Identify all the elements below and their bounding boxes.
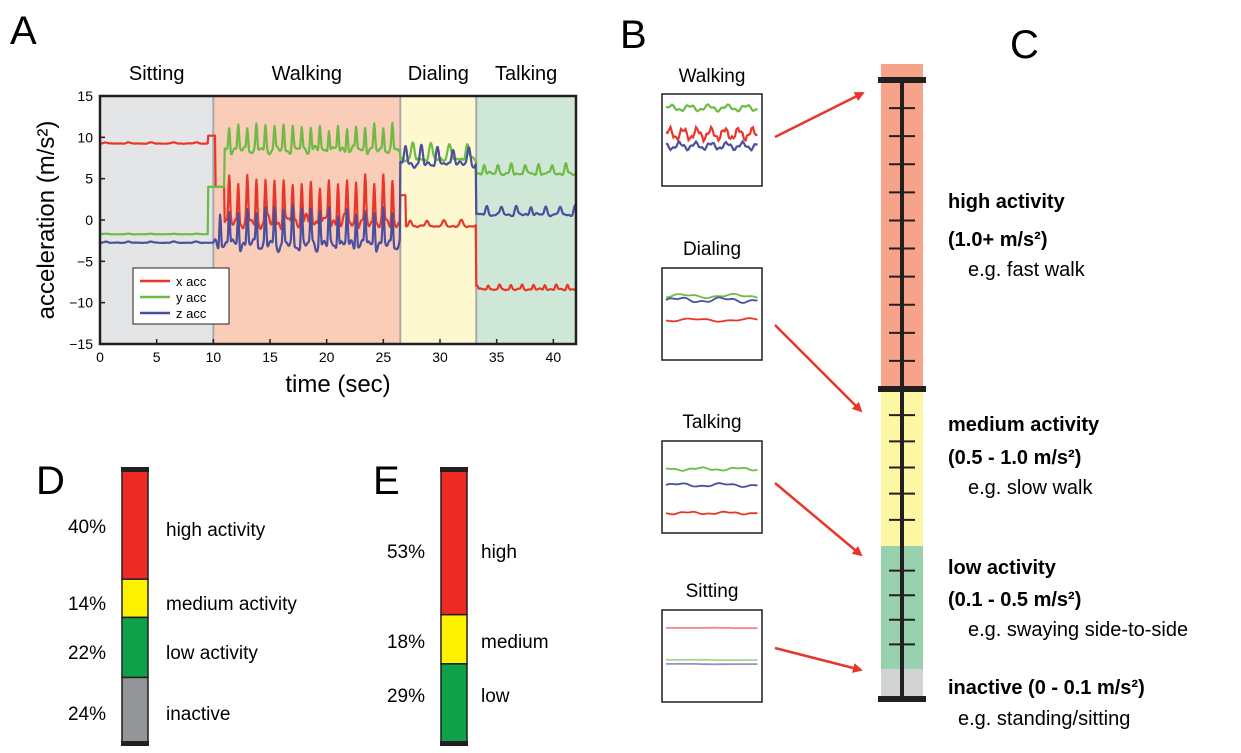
panel-label-c: C	[1010, 23, 1039, 67]
region-label: Sitting	[129, 63, 185, 85]
bar-segment-label: inactive	[166, 704, 230, 725]
x-tick-label: 25	[376, 349, 392, 365]
thumbnail-dialing: Dialing	[662, 239, 762, 360]
bar-segment	[441, 664, 467, 743]
bar-segment	[122, 470, 148, 579]
thumbnail-trace	[666, 664, 758, 665]
thumbnail-sitting: Sitting	[662, 581, 762, 702]
x-tick-label: 20	[319, 349, 335, 365]
x-tick-label: 0	[96, 349, 104, 365]
legend-entry: z acc	[176, 306, 207, 321]
thumbnail-trace	[666, 628, 758, 629]
activity-scale: high activity (1.0+ m/s²) e.g. fast walk me…	[878, 64, 1188, 730]
legend-entry: y acc	[176, 290, 207, 305]
y-tick-label: −15	[69, 336, 93, 352]
scale-level-title: medium activity	[948, 414, 1100, 436]
bar-percent-label: 18%	[387, 632, 425, 653]
thumbnail-label: Walking	[679, 66, 746, 87]
activity-region-labels: Sitting Walking Dialing Talking	[129, 63, 557, 85]
region-dialing	[400, 96, 476, 344]
thumbnail-frame	[662, 610, 762, 702]
x-tick-label: 35	[489, 349, 505, 365]
region-talking	[476, 96, 576, 344]
scale-level-title: inactive (0 - 0.1 m/s²)	[948, 677, 1145, 699]
stacked-bar-e: 53% high 18% medium 29% low	[387, 467, 549, 746]
x-tick-label: 15	[262, 349, 278, 365]
panel-label-b: B	[620, 13, 647, 57]
thumbnail-frame	[662, 268, 762, 360]
x-tick-label: 10	[206, 349, 222, 365]
scale-level-example: e.g. fast walk	[968, 259, 1086, 281]
scale-level-range: (0.5 - 1.0 m/s²)	[948, 447, 1081, 469]
bar-percent-label: 53%	[387, 542, 425, 563]
y-tick-label: −5	[77, 253, 93, 269]
panel-label-e: E	[373, 459, 400, 503]
bar-cap	[121, 741, 149, 746]
thumbnail-label: Sitting	[686, 581, 739, 602]
y-tick-label: 10	[77, 129, 93, 145]
y-tick-label: −10	[69, 295, 93, 311]
arrow-walking	[775, 93, 863, 137]
bar-percent-label: 29%	[387, 686, 425, 707]
scale-level-example: e.g. standing/sitting	[958, 708, 1130, 730]
scale-level-example: e.g. swaying side-to-side	[968, 619, 1188, 641]
bar-segment	[441, 470, 467, 615]
scale-level-title: low activity	[948, 557, 1057, 579]
bar-segment-label: medium	[481, 632, 549, 653]
bar-cap	[121, 467, 149, 472]
bar-segment-label: high	[481, 542, 517, 563]
bar-segment-label: low	[481, 686, 510, 707]
region-label: Dialing	[408, 63, 469, 85]
acceleration-chart: Sitting Walking Dialing Talking 0 5 10 15 20 25 3…	[33, 63, 576, 398]
bar-segment	[122, 617, 148, 677]
bar-cap	[440, 741, 468, 746]
thumbnail-talking: Talking	[662, 412, 762, 533]
scale-level-example: e.g. slow walk	[968, 477, 1093, 499]
panel-label-d: D	[36, 459, 65, 503]
bar-cap	[440, 467, 468, 472]
bar-segment	[122, 579, 148, 617]
mapping-arrows	[775, 93, 863, 670]
x-tick-label: 40	[546, 349, 562, 365]
x-axis-label: time (sec)	[285, 371, 390, 398]
bar-segment-label: low activity	[166, 643, 258, 664]
bar-segment-label: high activity	[166, 520, 266, 541]
y-axis-label: acceleration (m/s²)	[33, 121, 60, 320]
scale-level-range: (0.1 - 0.5 m/s²)	[948, 589, 1081, 611]
bar-segment	[122, 677, 148, 743]
bar-percent-label: 24%	[68, 704, 106, 725]
scale-level-title: high activity	[948, 191, 1066, 213]
bar-percent-label: 22%	[68, 643, 106, 664]
bar-segment-label: medium activity	[166, 594, 297, 615]
legend-entry: x acc	[176, 274, 207, 289]
y-tick-label: 5	[85, 171, 93, 187]
y-tick-label: 0	[85, 212, 93, 228]
stacked-bar-d: 40% high activity 14% medium activity 22% low…	[68, 467, 297, 746]
activity-thumbnails: Walking Dialing Talking Sitting	[662, 66, 762, 702]
scale-level-range: (1.0+ m/s²)	[948, 229, 1047, 251]
bar-percent-label: 14%	[68, 594, 106, 615]
arrow-talking	[775, 483, 861, 555]
bar-segment	[441, 615, 467, 664]
x-tick-label: 30	[432, 349, 448, 365]
thumbnail-walking: Walking	[662, 66, 762, 186]
thumbnail-label: Talking	[682, 412, 741, 433]
y-tick-label: 15	[77, 88, 93, 104]
x-tick-label: 5	[153, 349, 161, 365]
thumbnail-label: Dialing	[683, 239, 741, 260]
panel-label-a: A	[10, 9, 37, 53]
region-label: Walking	[272, 63, 342, 85]
arrow-dialing	[775, 325, 861, 411]
region-label: Talking	[495, 63, 557, 85]
arrow-sitting	[775, 648, 861, 670]
bar-percent-label: 40%	[68, 517, 106, 538]
